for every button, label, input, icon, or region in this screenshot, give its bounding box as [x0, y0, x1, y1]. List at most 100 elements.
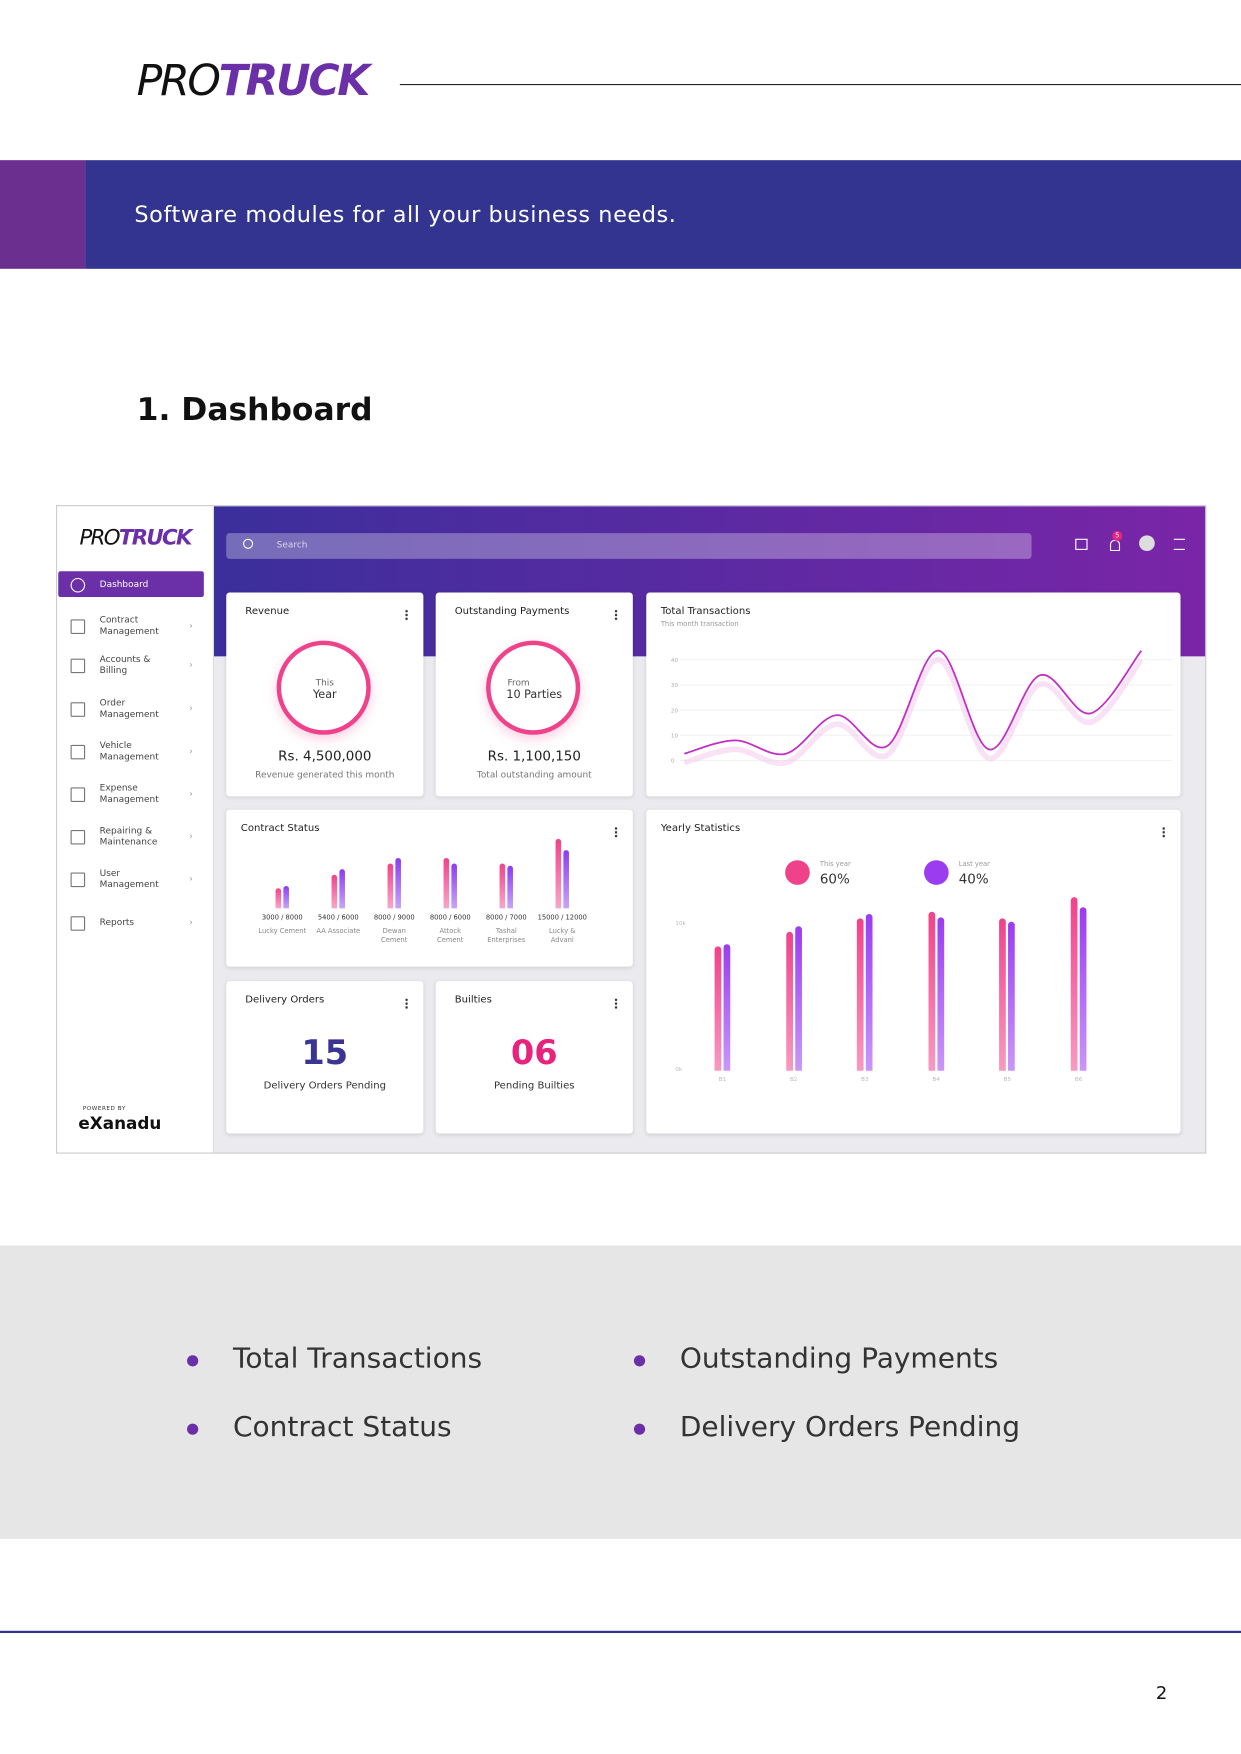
- contract-card: Contract Status 3000 / 8000 Lucky Cement 54…: [226, 809, 633, 967]
- count-label: 3000 / 8000: [261, 913, 303, 922]
- line-shadow: [683, 656, 1144, 767]
- legend-icon: [924, 860, 949, 885]
- menu-icon: [70, 787, 86, 802]
- menu-item[interactable]: User Management: [99, 868, 159, 890]
- card-title: Delivery Orders: [245, 994, 325, 1006]
- header-rule: [399, 84, 1241, 86]
- ring: [486, 640, 581, 735]
- bar: [555, 838, 562, 909]
- avatar[interactable]: [1139, 535, 1155, 552]
- bar: [499, 863, 506, 909]
- bar: [507, 865, 513, 909]
- bullet: [633, 1423, 646, 1435]
- powered-by: POWERED BY: [82, 1105, 126, 1113]
- bar: [1070, 896, 1078, 1071]
- bullet: [187, 1423, 199, 1435]
- bar: [785, 931, 793, 1071]
- logo-pro: PRO: [136, 56, 221, 106]
- summary-band: [0, 1245, 1241, 1539]
- bar: [563, 850, 569, 909]
- x-tick-label: B4: [932, 1076, 940, 1084]
- dash-logo: PROTRUCK: [80, 525, 193, 550]
- menu-item[interactable]: Expense Management: [99, 782, 159, 805]
- menu-item[interactable]: Accounts & Billing: [99, 654, 151, 676]
- bullet-text: Delivery Orders Pending: [679, 1410, 1021, 1443]
- bar: [937, 917, 944, 1071]
- card-menu[interactable]: [614, 826, 618, 838]
- search-icon: [243, 538, 254, 549]
- banner-text: Software modules for all your business n…: [134, 200, 677, 228]
- powered-brand: eXanadu: [78, 1113, 162, 1134]
- chevron: ›: [189, 659, 193, 670]
- legend-share: 40%: [958, 871, 989, 888]
- count-label: 8000 / 6000: [429, 913, 471, 922]
- line: [684, 649, 1143, 756]
- page-number: 2: [1155, 1682, 1168, 1704]
- menu-icon: [70, 872, 86, 888]
- amount: Rs. 1,100,150: [487, 748, 581, 764]
- search-bar[interactable]: [226, 533, 1032, 559]
- bell-icon[interactable]: [1109, 539, 1121, 552]
- card-title: Outstanding Payments: [454, 605, 570, 618]
- chevron: ›: [189, 831, 193, 842]
- menu-item[interactable]: Repairing & Maintenance: [99, 825, 158, 847]
- yearly-card: Yearly Statistics 0k 10k This year 60% Last y…: [646, 809, 1181, 1134]
- x-tick-label: B2: [789, 1076, 798, 1084]
- x-tick-label: B5: [1003, 1076, 1012, 1084]
- menu-icon: [70, 702, 86, 717]
- caption: Delivery Orders Pending: [263, 1080, 387, 1093]
- category-label: Tashal Enterprises: [487, 927, 526, 945]
- chevron: ›: [189, 788, 193, 799]
- card-menu[interactable]: [1162, 826, 1165, 838]
- bar: [723, 943, 731, 1071]
- chevron: ›: [189, 917, 193, 928]
- card-title: Builties: [454, 994, 492, 1006]
- y-tick-label: 0: [671, 759, 675, 765]
- menu-item[interactable]: Reports: [99, 917, 135, 928]
- notification-badge: 5: [1112, 530, 1123, 541]
- y-tick-label: 30: [671, 683, 679, 689]
- big-number: 06: [510, 1033, 558, 1073]
- bar: [1079, 907, 1087, 1071]
- bar: [1008, 921, 1016, 1071]
- legend-share: 60%: [819, 871, 850, 888]
- menu-icon[interactable]: [1173, 538, 1186, 550]
- ring-main: 10 Parties: [506, 688, 563, 702]
- card-menu[interactable]: [405, 997, 408, 1010]
- bullet: [633, 1355, 646, 1367]
- x-tick-label: B1: [718, 1076, 727, 1084]
- bar: [283, 885, 289, 909]
- chart-title: Yearly Statistics: [660, 823, 741, 835]
- section-title: 1. Dashboard: [136, 390, 373, 428]
- bar: [928, 911, 936, 1071]
- ring-main: Year: [312, 688, 337, 702]
- builties-card: Builties 06 Pending Builties: [435, 981, 633, 1134]
- x-tick-label: B6: [1074, 1076, 1083, 1084]
- card-menu[interactable]: [614, 609, 618, 621]
- y-tick-label: 10k: [675, 920, 686, 927]
- bullet-text: Total Transactions: [232, 1341, 483, 1375]
- dash-logo-truck: TRUCK: [118, 525, 193, 550]
- amount: Rs. 4,500,000: [278, 748, 372, 764]
- logo: PROTRUCK: [136, 56, 371, 106]
- menu-item[interactable]: Vehicle Management: [99, 740, 159, 762]
- menu-item[interactable]: Contract Management: [99, 614, 159, 637]
- menu-icon: [70, 619, 86, 634]
- chart-subtitle: This month transaction: [660, 620, 739, 629]
- expand-icon[interactable]: [1075, 538, 1088, 550]
- menu-item[interactable]: Order Management: [99, 697, 159, 720]
- card-menu[interactable]: [614, 997, 618, 1010]
- footer-rule: [0, 1630, 1241, 1634]
- bar: [857, 918, 864, 1071]
- card-menu[interactable]: [405, 609, 408, 621]
- category-label: Lucky Cement: [258, 927, 307, 936]
- menu-icon: [70, 744, 86, 760]
- sidebar: [57, 506, 214, 1153]
- chevron: ›: [189, 703, 193, 714]
- dashboard: PROTRUCK Dashboard Contract Management › Ac…: [56, 505, 1207, 1154]
- sidebar-menu: Dashboard Contract Management › Accounts & …: [57, 506, 213, 1152]
- bullet-text: Contract Status: [232, 1410, 452, 1443]
- menu-item[interactable]: Dashboard: [99, 579, 149, 590]
- chevron: ›: [189, 620, 193, 631]
